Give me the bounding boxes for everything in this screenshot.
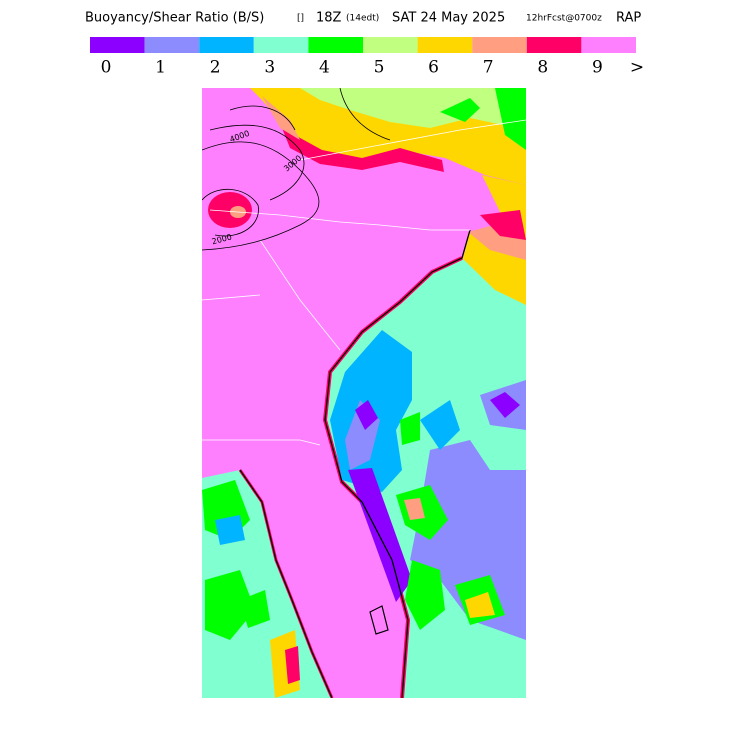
title-local-time: (14edt) [346, 14, 379, 24]
map: 2000 3000 4000 [202, 88, 526, 698]
legend-label: 6 [428, 58, 439, 78]
state-borders [202, 119, 526, 446]
legend-swatch [472, 37, 527, 53]
field-band [262, 96, 300, 140]
field-band [240, 590, 270, 628]
contours [202, 88, 391, 251]
field-band [348, 468, 412, 602]
legend-swatch [90, 37, 145, 53]
legend-label: 7 [483, 58, 494, 78]
legend-label: 0 [101, 58, 112, 78]
field-band [355, 400, 378, 430]
legend-label: 5 [374, 58, 385, 78]
legend-label: 2 [210, 58, 221, 78]
field-band [490, 392, 520, 418]
legend-swatch [363, 37, 418, 53]
coastline [324, 229, 471, 698]
field-band [400, 412, 420, 445]
legend-label: 3 [264, 58, 275, 78]
legend: 0 1 2 3 4 5 6 7 8 9 > [90, 37, 644, 78]
field-band [440, 98, 480, 122]
title-model: RAP [616, 11, 641, 26]
lake-outline [369, 605, 389, 635]
title-date: SAT 24 May 2025 [392, 11, 505, 26]
field-band [215, 515, 245, 545]
legend-label: 1 [155, 58, 166, 78]
field-band [410, 440, 526, 640]
legend-swatch [199, 37, 254, 53]
field-band [404, 498, 425, 520]
legend-label: 9 [592, 58, 603, 78]
field-band [480, 210, 526, 240]
field-band [285, 646, 300, 684]
field-band [495, 88, 526, 150]
field-band [205, 570, 255, 640]
title-time: 18Z [316, 11, 342, 26]
field-band [420, 400, 460, 450]
legend-label: 4 [319, 58, 330, 78]
legend-overflow-label: > [630, 58, 644, 78]
legend-swatch [581, 37, 636, 53]
legend-swatch [144, 37, 200, 53]
title-forecast: 12hrFcst@0700z [526, 14, 602, 24]
field-band [465, 592, 495, 618]
legend-swatch [253, 37, 309, 53]
legend-swatch [308, 37, 363, 53]
legend-label: 8 [537, 58, 548, 78]
title-main: Buoyancy/Shear Ratio (B/S) [85, 11, 264, 26]
field-band [208, 192, 252, 228]
legend-swatch [526, 37, 582, 53]
title-marker: [] [297, 14, 304, 24]
coastline [239, 469, 333, 698]
field-band [405, 560, 445, 630]
field-band [282, 128, 444, 172]
legend-swatch [417, 37, 473, 53]
